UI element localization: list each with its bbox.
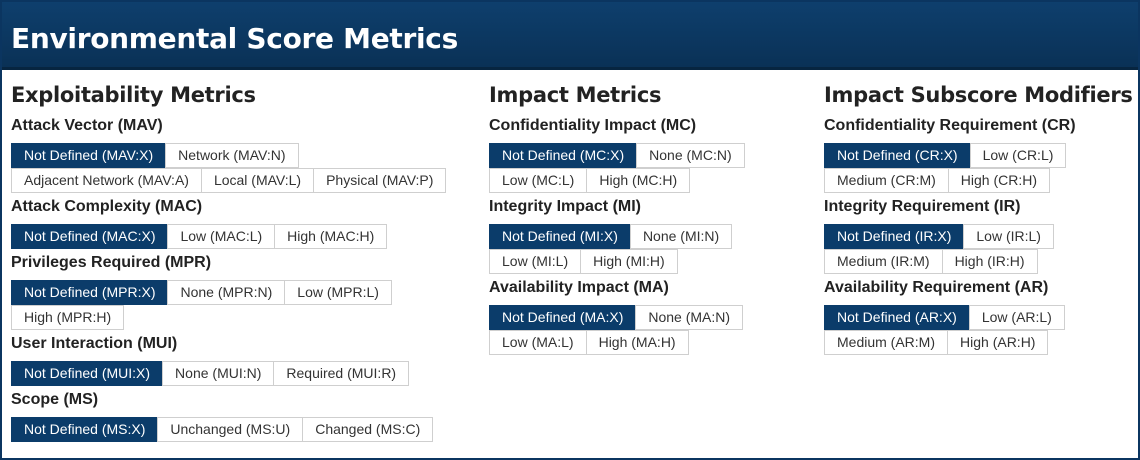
- option-button-high[interactable]: High (MPR:H): [11, 305, 125, 330]
- option-button-not-defined-selected[interactable]: Not Defined (MC:X): [489, 143, 638, 168]
- option-button-low[interactable]: Low (MAC:L): [167, 224, 276, 249]
- option-button-unchanged[interactable]: Unchanged (MS:U): [157, 417, 304, 442]
- metric-label-integrity-impact: Integrity Impact (MI): [489, 198, 642, 215]
- metric-label-attack-complexity: Attack Complexity (MAC): [11, 198, 203, 215]
- option-button-not-defined-selected[interactable]: Not Defined (MS:X): [11, 417, 159, 442]
- column-exploitability-metrics: Exploitability Metrics Attack Vector (MAV…: [11, 82, 481, 442]
- option-button-not-defined-selected[interactable]: Not Defined (MAV:X): [11, 143, 167, 168]
- metric-label-confidentiality-requirement: Confidentiality Requirement (CR): [824, 117, 1076, 134]
- metric-label-scope: Scope (MS): [11, 391, 99, 408]
- option-button-not-defined-selected[interactable]: Not Defined (AR:X): [824, 305, 970, 330]
- column-impact-subscore-modifiers: Impact Subscore Modifiers Confidentiality…: [824, 82, 1134, 355]
- option-button-low[interactable]: Low (MPR:L): [284, 280, 392, 305]
- option-button-low[interactable]: Low (MA:L): [489, 330, 587, 355]
- metric-label-availability-impact: Availability Impact (MA): [489, 279, 669, 296]
- option-group-confidentiality-requirement: Not Defined (CR:X) Low (CR:L) Medium (CR:M…: [824, 143, 1134, 193]
- metric-label-availability-requirement: Availability Requirement (AR): [824, 279, 1049, 296]
- option-button-required[interactable]: Required (MUI:R): [273, 361, 410, 386]
- option-button-changed[interactable]: Changed (MS:C): [302, 417, 434, 442]
- option-group-integrity-impact: Not Defined (MI:X) None (MI:N) Low (MI:L) H…: [489, 224, 809, 274]
- option-button-not-defined-selected[interactable]: Not Defined (MPR:X): [11, 280, 169, 305]
- metric-label-confidentiality-impact: Confidentiality Impact (MC): [489, 117, 697, 134]
- option-group-availability-impact: Not Defined (MA:X) None (MA:N) Low (MA:L) H…: [489, 305, 809, 355]
- option-button-low[interactable]: Low (CR:L): [969, 143, 1067, 168]
- option-button-high[interactable]: High (MAC:H): [274, 224, 388, 249]
- option-group-privileges-required: Not Defined (MPR:X) None (MPR:N) Low (MPR:…: [11, 280, 481, 330]
- option-button-not-defined-selected[interactable]: Not Defined (MI:X): [489, 224, 631, 249]
- option-button-high[interactable]: High (CR:H): [947, 168, 1051, 193]
- option-button-none[interactable]: None (MPR:N): [167, 280, 286, 305]
- option-button-high[interactable]: High (IR:H): [941, 249, 1038, 274]
- option-button-not-defined-selected[interactable]: Not Defined (CR:X): [824, 143, 971, 168]
- option-button-medium[interactable]: Medium (AR:M): [824, 330, 949, 355]
- option-button-high[interactable]: High (MA:H): [585, 330, 689, 355]
- option-button-not-defined-selected[interactable]: Not Defined (MUI:X): [11, 361, 164, 386]
- panel-header: Environmental Score Metrics: [2, 2, 1138, 70]
- option-button-high[interactable]: High (MC:H): [586, 168, 691, 193]
- metric-label-attack-vector: Attack Vector (MAV): [11, 117, 163, 134]
- option-group-integrity-requirement: Not Defined (IR:X) Low (IR:L) Medium (IR:M…: [824, 224, 1134, 274]
- option-button-not-defined-selected[interactable]: Not Defined (MA:X): [489, 305, 637, 330]
- option-group-scope: Not Defined (MS:X) Unchanged (MS:U) Change…: [11, 417, 481, 442]
- option-group-confidentiality-impact: Not Defined (MC:X) None (MC:N) Low (MC:L) H…: [489, 143, 809, 193]
- option-button-low[interactable]: Low (IR:L): [963, 224, 1054, 249]
- option-button-medium[interactable]: Medium (IR:M): [824, 249, 943, 274]
- option-button-none[interactable]: None (MC:N): [636, 143, 745, 168]
- metric-label-privileges-required: Privileges Required (MPR): [11, 254, 212, 271]
- option-group-attack-complexity: Not Defined (MAC:X) Low (MAC:L) High (MAC:…: [11, 224, 481, 249]
- option-button-low[interactable]: Low (AR:L): [968, 305, 1065, 330]
- section-heading: Exploitability Metrics: [11, 83, 256, 107]
- option-button-not-defined-selected[interactable]: Not Defined (MAC:X): [11, 224, 169, 249]
- metric-label-user-interaction: User Interaction (MUI): [11, 335, 178, 352]
- option-button-none[interactable]: None (MI:N): [629, 224, 733, 249]
- section-heading: Impact Metrics: [489, 83, 662, 107]
- section-heading: Impact Subscore Modifiers: [824, 83, 1133, 107]
- option-button-none[interactable]: None (MUI:N): [162, 361, 275, 386]
- option-group-attack-vector: Not Defined (MAV:X) Network (MAV:N) Adjace…: [11, 143, 481, 193]
- option-button-medium[interactable]: Medium (CR:M): [824, 168, 949, 193]
- option-button-adjacent-network[interactable]: Adjacent Network (MAV:A): [11, 168, 202, 193]
- option-button-low[interactable]: Low (MI:L): [489, 249, 582, 274]
- option-button-high[interactable]: High (MI:H): [580, 249, 678, 274]
- option-group-availability-requirement: Not Defined (AR:X) Low (AR:L) Medium (AR:M…: [824, 305, 1134, 355]
- column-impact-metrics: Impact Metrics Confidentiality Impact (MC…: [489, 82, 809, 355]
- option-button-high[interactable]: High (AR:H): [947, 330, 1049, 355]
- option-button-network[interactable]: Network (MAV:N): [165, 143, 299, 168]
- option-button-local[interactable]: Local (MAV:L): [200, 168, 315, 193]
- option-button-physical[interactable]: Physical (MAV:P): [313, 168, 447, 193]
- page-title: Environmental Score Metrics: [11, 22, 458, 55]
- option-button-not-defined-selected[interactable]: Not Defined (IR:X): [824, 224, 965, 249]
- option-group-user-interaction: Not Defined (MUI:X) None (MUI:N) Required …: [11, 361, 481, 386]
- metric-label-integrity-requirement: Integrity Requirement (IR): [824, 198, 1021, 215]
- option-button-low[interactable]: Low (MC:L): [489, 168, 588, 193]
- option-button-none[interactable]: None (MA:N): [635, 305, 744, 330]
